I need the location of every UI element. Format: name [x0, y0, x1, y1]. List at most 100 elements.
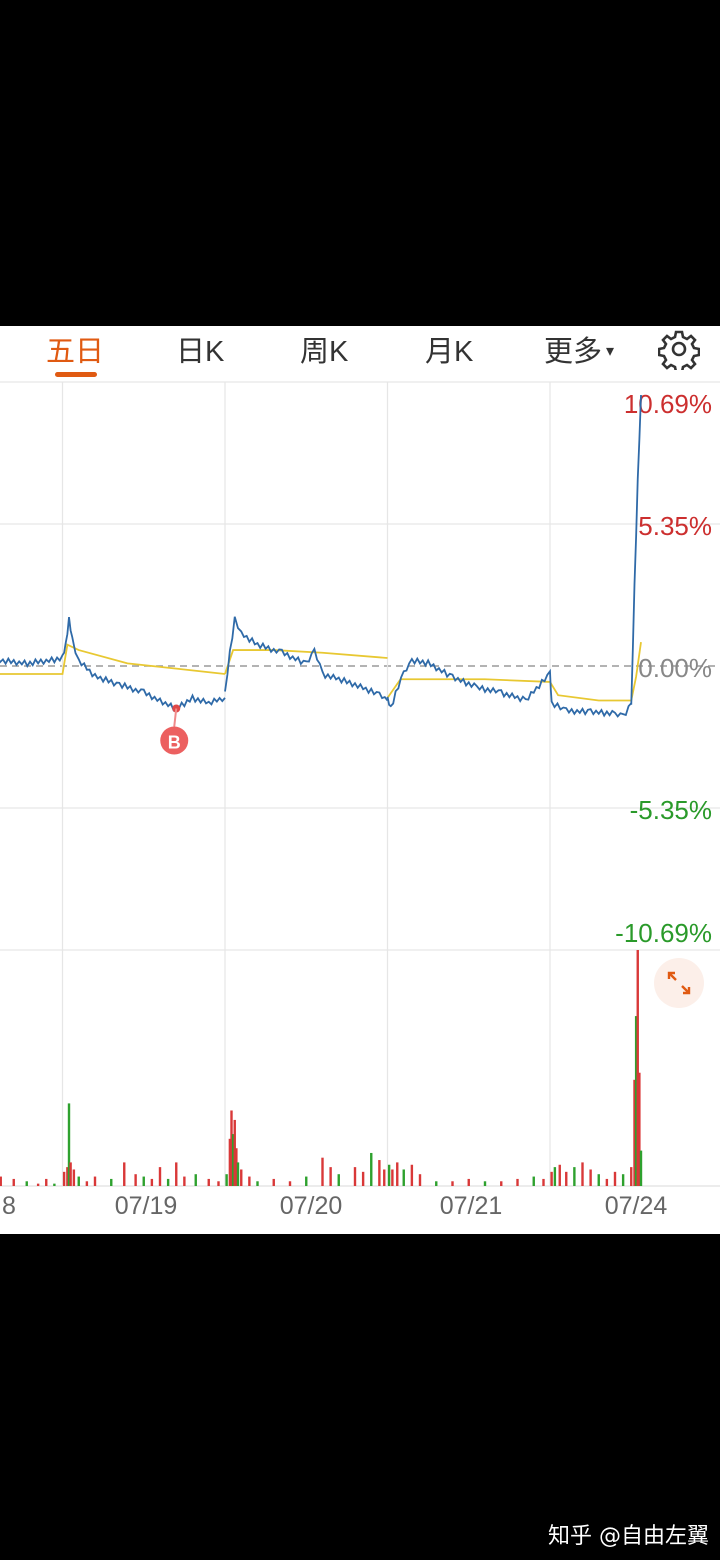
tab-week-k[interactable]: 周K: [300, 336, 349, 368]
price-line: [0, 616, 226, 712]
volume-bar: [391, 1169, 394, 1186]
volume-bar: [565, 1171, 568, 1186]
volume-bar: [45, 1178, 48, 1186]
price-line: [224, 616, 389, 702]
volume-bar: [69, 1162, 72, 1186]
volume-bar: [12, 1178, 15, 1186]
volume-bar: [638, 1072, 641, 1186]
y-tick-label: -10.69%: [615, 918, 712, 948]
volume-bar: [93, 1176, 97, 1186]
buy-marker-stem: [173, 708, 178, 727]
volume-bar: [36, 1183, 40, 1186]
volume-bar: [123, 1162, 126, 1186]
dropdown-arrow-icon: ▾: [606, 343, 615, 360]
volume-bar: [329, 1167, 332, 1186]
volume-bar: [621, 1174, 625, 1186]
tab-day-k[interactable]: 日K: [176, 336, 225, 368]
average-line: [0, 643, 226, 675]
volume-bar: [305, 1176, 308, 1186]
volume-bar: [467, 1178, 470, 1186]
chart-panel: 五日 日K 周K 月K 更多 ▾: [0, 326, 720, 1234]
gear-icon[interactable]: [658, 328, 700, 370]
x-tick-label: 8: [2, 1192, 16, 1220]
volume-bar: [183, 1176, 186, 1186]
volume-bar: [589, 1169, 592, 1186]
volume-bar: [53, 1183, 56, 1186]
volume-bar: [353, 1167, 357, 1186]
volume-bar: [550, 1171, 553, 1186]
x-tick-label: 07/21: [440, 1192, 503, 1220]
watermark: 知乎 @自由左翼: [548, 1524, 709, 1549]
active-tab-underline: [55, 372, 97, 377]
volume-bar: [542, 1178, 545, 1186]
volume-bar: [67, 1103, 71, 1186]
volume-bar: [483, 1181, 487, 1186]
volume-bar: [207, 1178, 210, 1186]
volume-bar: [630, 1167, 633, 1186]
volume-bar: [175, 1162, 178, 1186]
y-tick-label: -5.35%: [630, 795, 712, 825]
volume-bar: [256, 1181, 259, 1186]
volume-bar: [25, 1181, 28, 1186]
buy-marker-label: B: [168, 733, 181, 753]
volume-bar: [110, 1178, 113, 1186]
volume-bar: [66, 1167, 69, 1186]
tab-more-label: 更多: [544, 336, 603, 368]
volume-bar: [370, 1152, 373, 1186]
volume-bar: [361, 1171, 365, 1186]
volume-bar: [272, 1178, 275, 1186]
expand-button[interactable]: [654, 958, 704, 1008]
volume-bar: [573, 1167, 576, 1186]
buy-marker-badge: [160, 726, 189, 755]
volume-bar: [516, 1178, 519, 1186]
volume-bar: [378, 1160, 381, 1186]
volume-bar: [85, 1181, 89, 1186]
volume-bar: [613, 1171, 617, 1186]
expand-icon: [667, 971, 691, 995]
tab-month-k[interactable]: 月K: [425, 336, 474, 368]
volume-bar: [231, 1134, 235, 1186]
tab-five-day[interactable]: 五日: [46, 336, 105, 368]
volume-bar: [500, 1181, 503, 1186]
volume-bar: [134, 1174, 137, 1186]
volume-bar: [581, 1162, 584, 1186]
volume-bar: [639, 1150, 643, 1186]
volume-bar: [605, 1178, 609, 1186]
volume-bar: [321, 1157, 324, 1186]
volume-bar: [77, 1176, 80, 1186]
period-tabs: 五日 日K 周K 月K 更多 ▾: [0, 326, 720, 382]
volume-bar: [158, 1167, 162, 1186]
volume-bar: [418, 1174, 422, 1186]
volume-bar: [383, 1169, 386, 1186]
volume-bar: [233, 1119, 236, 1186]
volume-bar: [240, 1169, 243, 1186]
volume-bar: [410, 1164, 414, 1186]
volume-bar: [553, 1167, 557, 1186]
volume-bar: [230, 1110, 233, 1186]
volume-bar: [0, 1176, 2, 1186]
volume-bar: [634, 1016, 638, 1186]
tab-more[interactable]: 更多 ▾: [544, 332, 614, 372]
y-tick-label: 10.69%: [624, 389, 712, 419]
volume-bar: [387, 1164, 391, 1186]
price-line: [386, 656, 632, 718]
volume-bar: [142, 1176, 145, 1186]
volume-bar: [435, 1181, 438, 1186]
volume-bar: [248, 1176, 251, 1186]
volume-bar: [225, 1174, 228, 1186]
volume-bar: [166, 1178, 170, 1186]
volume-bar: [217, 1181, 220, 1186]
volume-bar: [236, 1162, 240, 1186]
x-tick-label: 07/24: [605, 1192, 668, 1220]
y-tick-label: 0.00%: [638, 653, 712, 683]
volume-bar: [194, 1174, 197, 1186]
volume-bar: [633, 1079, 636, 1186]
x-tick-label: 07/19: [115, 1192, 178, 1220]
volume-bar: [228, 1138, 232, 1186]
average-line: [386, 641, 642, 702]
volume-bar: [150, 1178, 154, 1186]
volume-bar: [558, 1164, 561, 1186]
volume-bar: [451, 1181, 454, 1186]
volume-bar: [337, 1174, 340, 1186]
